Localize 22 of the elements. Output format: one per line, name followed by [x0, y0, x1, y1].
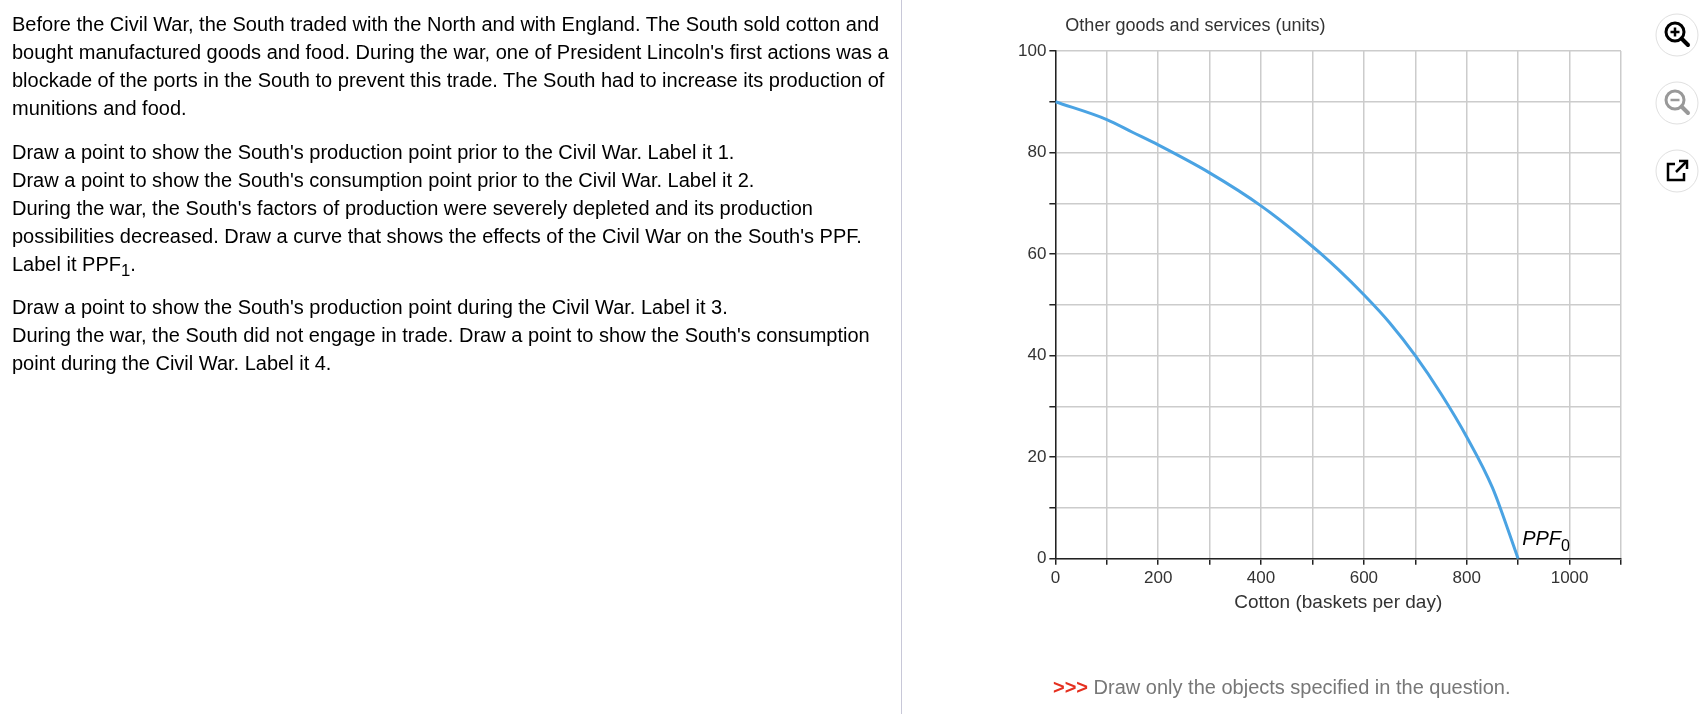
y-tick-label: 60 — [1027, 243, 1047, 263]
text: During the war, the South's factors of production were severely depleted and its production possibilities decreased. Draw a curve that shows the effects of the Civil War on the South's PPF. Label it PPF$_{1}$. — [12, 196, 863, 282]
y-tick-label: 0 — [1036, 548, 1047, 568]
y-tick-label: 20 — [1027, 446, 1047, 466]
text: >>> Draw only the objects specified in the question. — [1053, 676, 1511, 698]
text: Before the Civil War, the South traded with the North and with England. The South sold cotton and bought manufactured goods and food. During the war, one of President Lincoln's first actions was a blockade of the ports in the South to prevent this trade. The South had to increase its production of munitions and food. — [12, 12, 890, 121]
y-tick-label: 100 — [1017, 40, 1047, 60]
x-tick-label: 600 — [1349, 567, 1379, 587]
text: During the war, the South did not engage in trade. Draw a point to show the South's consumption point during the Civil War. Label it 4. — [12, 323, 871, 376]
text: Draw a point to show the South's production point prior to the Civil War. Label it 1. — [12, 140, 736, 165]
x-tick-label: 800 — [1452, 567, 1481, 587]
text: Draw a point to show the South's production point during the Civil War. Label it 3. — [12, 295, 729, 320]
y-tick-label: 40 — [1027, 345, 1047, 365]
y-tick-label: 80 — [1027, 142, 1047, 162]
text: Draw a point to show the South's consumption point prior to the Civil War. Label it 2. — [12, 168, 756, 193]
x-tick-label: 1000 — [1550, 567, 1589, 587]
x-axis-title: Cotton (baskets per day) — [1234, 590, 1443, 612]
x-tick-label: 400 — [1246, 567, 1276, 587]
line-series — [1055, 100, 1520, 559]
x-tick-label: 200 — [1144, 567, 1173, 587]
y-axis-title: Other goods and services (units) — [1065, 15, 1326, 35]
x-tick-label: 0 — [1050, 567, 1061, 587]
